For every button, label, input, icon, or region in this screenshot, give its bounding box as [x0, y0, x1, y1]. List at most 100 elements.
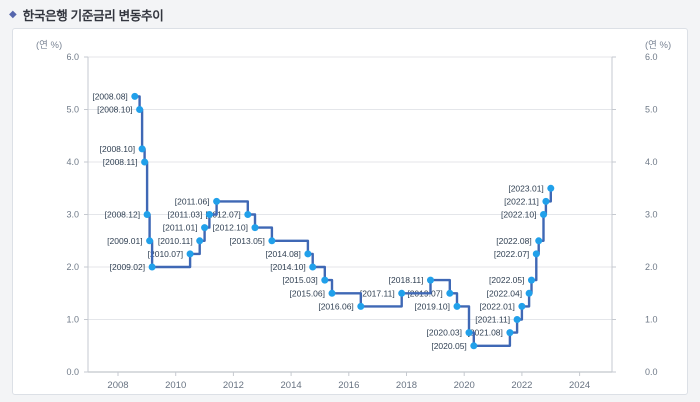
y-axis-unit-left: (연 %) — [36, 40, 63, 51]
point-date-label: [2022.08] — [496, 236, 531, 246]
point-date-label: [2011.03] — [168, 210, 203, 220]
data-point-marker[interactable] — [148, 263, 156, 271]
y-axis-tick-label-right: 1.0 — [645, 315, 658, 325]
x-axis-tick-label: 2010 — [165, 380, 186, 391]
data-point-marker[interactable] — [205, 211, 213, 218]
data-point-marker[interactable] — [138, 145, 146, 153]
point-date-label: [2022.10] — [501, 210, 536, 220]
data-point-marker[interactable] — [470, 342, 478, 350]
point-date-label: [2008.10] — [97, 105, 132, 115]
point-date-label: [2008.10] — [100, 144, 135, 154]
x-axis-tick-label: 2012 — [223, 380, 244, 391]
data-point-marker[interactable] — [535, 237, 543, 245]
point-date-label: [2012.10] — [213, 223, 248, 233]
data-point-marker[interactable] — [446, 289, 454, 297]
data-point-marker[interactable] — [528, 276, 535, 284]
y-axis-unit-right: (연 %) — [645, 40, 672, 51]
point-date-label: [2022.11] — [504, 196, 539, 206]
y-axis-tick-label-left: 6.0 — [66, 52, 79, 62]
y-axis-tick-label-right: 0.0 — [645, 367, 658, 377]
y-axis-tick-label-left: 3.0 — [66, 210, 79, 220]
data-point-marker[interactable] — [131, 92, 139, 100]
data-point-marker[interactable] — [321, 276, 329, 284]
data-point-marker[interactable] — [328, 289, 336, 297]
data-point-marker[interactable] — [540, 211, 547, 218]
data-point-marker[interactable] — [141, 158, 149, 166]
data-point-marker[interactable] — [143, 211, 151, 218]
data-point-marker[interactable] — [244, 211, 252, 218]
point-date-label: [2016.06] — [318, 301, 353, 311]
point-date-label: [2022.04] — [487, 288, 522, 298]
x-axis-tick-label: 2016 — [338, 380, 359, 391]
data-point-marker[interactable] — [196, 237, 204, 245]
x-axis-tick-label: 2014 — [281, 380, 302, 391]
data-point-marker[interactable] — [357, 302, 365, 310]
point-date-label: [2023.01] — [508, 183, 543, 193]
data-point-marker[interactable] — [427, 276, 434, 284]
y-axis-tick-label-right: 2.0 — [645, 262, 658, 272]
x-axis-tick-label: 2018 — [396, 380, 417, 391]
y-axis-tick-label-left: 4.0 — [66, 157, 79, 167]
data-point-marker[interactable] — [146, 237, 154, 245]
data-point-marker[interactable] — [506, 329, 514, 337]
x-axis-tick-label: 2020 — [454, 380, 475, 391]
data-point-marker[interactable] — [513, 316, 521, 323]
point-date-label: [2014.08] — [265, 249, 300, 259]
point-date-label: [2008.12] — [105, 210, 140, 220]
point-date-label: [2017.11] — [360, 288, 395, 298]
section-header: ◆ 한국은행 기준금리 변동추이 — [9, 5, 164, 24]
y-axis-tick-label-left: 2.0 — [66, 262, 79, 272]
point-date-label: [2015.03] — [282, 275, 317, 285]
x-axis-tick-label: 2024 — [569, 380, 590, 391]
data-point-marker[interactable] — [251, 224, 259, 232]
x-axis-tick-label: 2022 — [511, 380, 532, 391]
point-date-label: [2009.01] — [107, 236, 142, 246]
point-date-label: [2019.10] — [415, 301, 450, 311]
point-date-label: [2012.07] — [205, 210, 240, 220]
diamond-bullet-icon: ◆ — [9, 8, 17, 20]
data-point-marker[interactable] — [532, 250, 540, 258]
x-axis-tick-label: 2008 — [107, 380, 128, 391]
point-date-label: [2014.10] — [270, 262, 305, 272]
point-date-label: [2015.06] — [290, 288, 325, 298]
point-date-label: [2022.01] — [479, 301, 514, 311]
data-point-marker[interactable] — [268, 237, 276, 245]
page-title: 한국은행 기준금리 변동추이 — [22, 9, 164, 23]
data-point-marker[interactable] — [542, 197, 550, 205]
point-date-label: [2011.06] — [175, 196, 210, 206]
data-point-marker[interactable] — [304, 250, 312, 258]
data-point-marker[interactable] — [309, 263, 317, 271]
data-point-marker[interactable] — [453, 302, 461, 310]
data-point-marker[interactable] — [186, 250, 194, 258]
point-date-label: [2010.11] — [158, 236, 193, 246]
y-axis-tick-label-right: 3.0 — [645, 210, 658, 220]
point-date-label: [2008.11] — [103, 157, 138, 167]
data-point-marker[interactable] — [518, 302, 526, 310]
y-axis-tick-label-right: 5.0 — [645, 105, 658, 115]
y-axis-tick-label-left: 5.0 — [66, 105, 79, 115]
data-point-marker[interactable] — [136, 106, 144, 113]
point-date-label: [2021.11] — [475, 315, 510, 325]
point-date-label: [2020.05] — [431, 341, 466, 351]
y-axis-tick-label-left: 0.0 — [66, 367, 79, 377]
point-date-label: [2009.02] — [110, 262, 145, 272]
y-axis-tick-label-right: 4.0 — [645, 157, 658, 167]
data-point-marker[interactable] — [525, 289, 533, 297]
point-date-label: [2018.11] — [389, 275, 424, 285]
y-axis-tick-label-right: 6.0 — [645, 52, 658, 62]
data-point-marker[interactable] — [465, 329, 473, 337]
data-point-marker[interactable] — [547, 184, 555, 192]
point-date-label: [2010.07] — [148, 249, 183, 259]
data-point-marker[interactable] — [201, 224, 209, 232]
point-date-label: [2008.08] — [92, 91, 127, 101]
chart-panel — [12, 28, 688, 395]
data-point-marker[interactable] — [213, 197, 221, 205]
point-date-label: [2021.08] — [467, 328, 502, 338]
data-point-marker[interactable] — [398, 289, 406, 297]
y-axis-tick-label-left: 1.0 — [66, 315, 79, 325]
point-date-label: [2022.05] — [489, 275, 524, 285]
point-date-label: [2011.01] — [163, 223, 198, 233]
point-date-label: [2020.03] — [427, 328, 462, 338]
